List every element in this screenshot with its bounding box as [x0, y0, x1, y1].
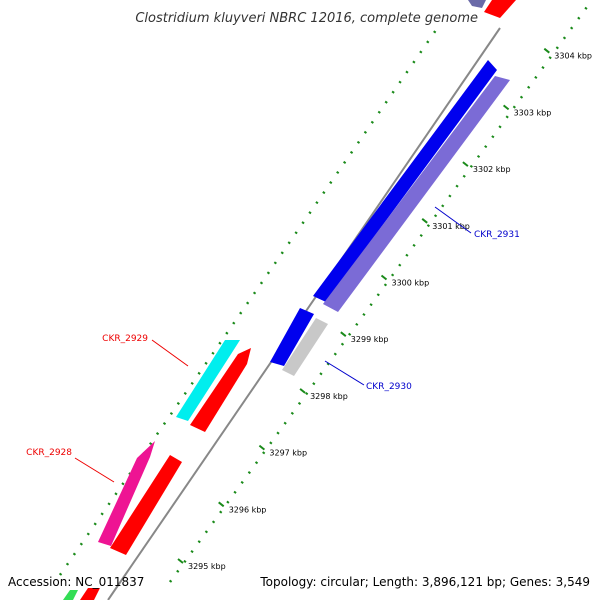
ruler-left	[58, 29, 438, 576]
tick-label: 3304 kbp	[554, 52, 592, 61]
map-title: Clostridium kluyveri NBRC 12016, complet…	[135, 11, 478, 26]
leader-ckr-2930	[324, 360, 365, 386]
tick-label: 3297 kbp	[269, 449, 307, 458]
gene-cds-lavender[interactable]	[323, 76, 510, 312]
gene-cds-grey[interactable]	[282, 318, 328, 376]
gene-cds-blue-large[interactable]	[313, 60, 497, 302]
gene-cds-red-2928[interactable]	[110, 455, 182, 555]
gene-cds-red-bottom[interactable]	[80, 588, 100, 600]
tick-label: 3303 kbp	[514, 108, 552, 117]
gene-group	[63, 0, 516, 600]
accession-label: Accession: NC_011837	[8, 575, 144, 589]
tick-label: 3301 kbp	[432, 222, 470, 231]
tick-label: 3295 kbp	[188, 562, 226, 571]
gene-label-ckr-2928[interactable]: CKR_2928	[26, 448, 72, 458]
tick-group: 3295 kbp 3296 kbp 3297 kbp 3298 kbp 3299 kbp…	[177, 47, 592, 571]
tick-mark	[543, 47, 550, 54]
tick-label: 3300 kbp	[392, 279, 430, 288]
leader-ckr-2931	[434, 206, 472, 234]
gene-cds-cyan[interactable]	[176, 340, 240, 421]
gene-label-ckr-2931[interactable]: CKR_2931	[474, 230, 520, 240]
leader-ckr-2929	[151, 339, 189, 367]
tick-mark	[299, 388, 306, 394]
genome-summary: Topology: circular; Length: 3,896,121 bp…	[259, 575, 590, 589]
gene-cds-green[interactable]	[63, 590, 78, 600]
gene-label-ckr-2929[interactable]: CKR_2929	[102, 334, 148, 344]
tick-label: 3298 kbp	[310, 392, 348, 401]
tick-label: 3296 kbp	[229, 505, 267, 514]
tick-label: 3302 kbp	[473, 165, 511, 174]
gene-cds-red-2929[interactable]	[190, 348, 251, 432]
gene-cds-blue-small[interactable]	[270, 308, 314, 366]
tick-mark	[462, 161, 469, 167]
tick-mark	[421, 218, 428, 224]
gene-cds-red-top[interactable]	[484, 0, 516, 18]
tick-mark	[340, 331, 347, 337]
gene-cds-magenta[interactable]	[98, 441, 155, 546]
tick-mark	[502, 104, 510, 111]
leader-ckr-2928	[74, 457, 115, 483]
tick-mark	[380, 274, 388, 281]
gene-cds-slate-top[interactable]	[468, 0, 486, 8]
gene-label-ckr-2930[interactable]: CKR_2930	[366, 382, 412, 392]
tick-mark	[258, 444, 266, 451]
tick-mark	[177, 558, 184, 564]
tick-label: 3299 kbp	[351, 335, 389, 344]
ruler-right	[168, 0, 594, 583]
tick-mark	[218, 501, 225, 508]
